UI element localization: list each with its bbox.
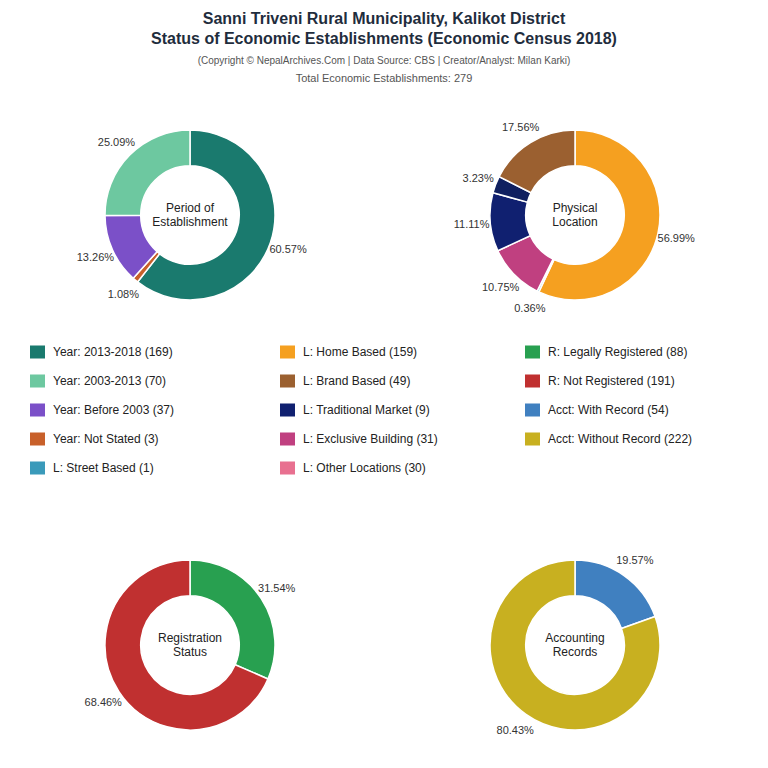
- legend-swatch: [30, 462, 45, 475]
- legend-label: Year: Before 2003 (37): [53, 403, 174, 417]
- legend-label: Year: 2013-2018 (169): [53, 345, 173, 359]
- data-label: 80.43%: [497, 724, 535, 736]
- title: Sanni Triveni Rural Municipality, Kaliko…: [203, 10, 566, 27]
- donut-chart: [105, 560, 275, 730]
- legend-swatch: [525, 404, 540, 417]
- legend-label: Year: 2003-2013 (70): [53, 374, 166, 388]
- data-label: 31.54%: [258, 582, 296, 594]
- data-label: 0.36%: [514, 302, 545, 314]
- legend-label: L: Home Based (159): [303, 345, 417, 359]
- subtitle: Total Economic Establishments: 279: [296, 72, 473, 84]
- donut-slice: [490, 560, 660, 730]
- donut-center-label-line: Location: [552, 215, 597, 229]
- data-label: 1.08%: [108, 288, 139, 300]
- data-label: 17.56%: [502, 121, 540, 133]
- donut-slice: [105, 560, 268, 730]
- legend-swatch: [30, 404, 45, 417]
- legend-label: L: Brand Based (49): [303, 374, 410, 388]
- donut-chart: [490, 130, 660, 300]
- legend-swatch: [525, 375, 540, 388]
- donut-center-label-line: Period of: [166, 201, 215, 215]
- legend-swatch: [280, 433, 295, 446]
- data-label: 19.57%: [616, 554, 654, 566]
- data-label: 10.75%: [482, 281, 520, 293]
- legend-swatch: [280, 346, 295, 359]
- donut-center-label-line: Registration: [158, 631, 222, 645]
- legend-label: R: Legally Registered (88): [548, 345, 687, 359]
- data-label: 60.57%: [269, 243, 307, 255]
- legend-label: Year: Not Stated (3): [53, 432, 159, 446]
- donut-slice: [190, 560, 275, 679]
- legend-swatch: [525, 346, 540, 359]
- legend-swatch: [280, 462, 295, 475]
- donut-slice: [575, 560, 655, 629]
- data-labels: 56.99% 0.36% 10.75% 11.11% 3.23% 17.56%: [454, 121, 695, 315]
- legend-label: R: Not Registered (191): [548, 374, 675, 388]
- legend: Year: 2013-2018 (169) Year: 2003-2013 (70…: [30, 345, 692, 475]
- legend-swatch: [525, 433, 540, 446]
- donut-center-label-line: Establishment: [152, 215, 228, 229]
- donut-center-label-line: Physical: [553, 201, 598, 215]
- data-label: 68.46%: [85, 696, 123, 708]
- donut-center-label-line: Status: [173, 645, 207, 659]
- legend-swatch: [30, 433, 45, 446]
- legend-swatch: [30, 346, 45, 359]
- chart: Sanni Triveni Rural Municipality, Kaliko…: [0, 0, 768, 768]
- data-label: 56.99%: [658, 232, 696, 244]
- title: Status of Economic Establishments (Econo…: [151, 30, 617, 47]
- data-label: 11.11%: [454, 218, 490, 230]
- donut-slice: [105, 215, 157, 278]
- donut-chart: [490, 560, 660, 730]
- legend-label: L: Other Locations (30): [303, 461, 426, 475]
- donut-center-label-line: Accounting: [545, 631, 604, 645]
- donut-center-label: PhysicalLocation: [552, 201, 597, 229]
- data-label: 13.26%: [77, 251, 115, 263]
- data-label: 3.23%: [463, 172, 494, 184]
- legend-swatch: [280, 375, 295, 388]
- legend-swatch: [280, 404, 295, 417]
- legend-label: L: Street Based (1): [53, 461, 154, 475]
- subtitle: (Copyright © NepalArchives.Com | Data So…: [198, 55, 571, 66]
- legend-label: L: Traditional Market (9): [303, 403, 430, 417]
- donut-center-label: Period ofEstablishment: [152, 201, 228, 229]
- legend-label: Acct: Without Record (222): [548, 432, 692, 446]
- donut-slice: [499, 130, 575, 193]
- legend-label: L: Exclusive Building (31): [303, 432, 438, 446]
- data-labels: 60.57% 1.08% 13.26% 25.09%: [77, 136, 307, 301]
- data-labels: 19.57% 80.43%: [497, 554, 654, 735]
- donut-center-label-line: Records: [553, 645, 598, 659]
- legend-label: Acct: With Record (54): [548, 403, 669, 417]
- donut-center-label: AccountingRecords: [545, 631, 604, 659]
- data-label: 25.09%: [98, 136, 136, 148]
- legend-swatch: [30, 375, 45, 388]
- donut-chart: [105, 130, 275, 300]
- donut-center-label: RegistrationStatus: [158, 631, 222, 659]
- data-labels: 31.54% 68.46%: [85, 582, 296, 708]
